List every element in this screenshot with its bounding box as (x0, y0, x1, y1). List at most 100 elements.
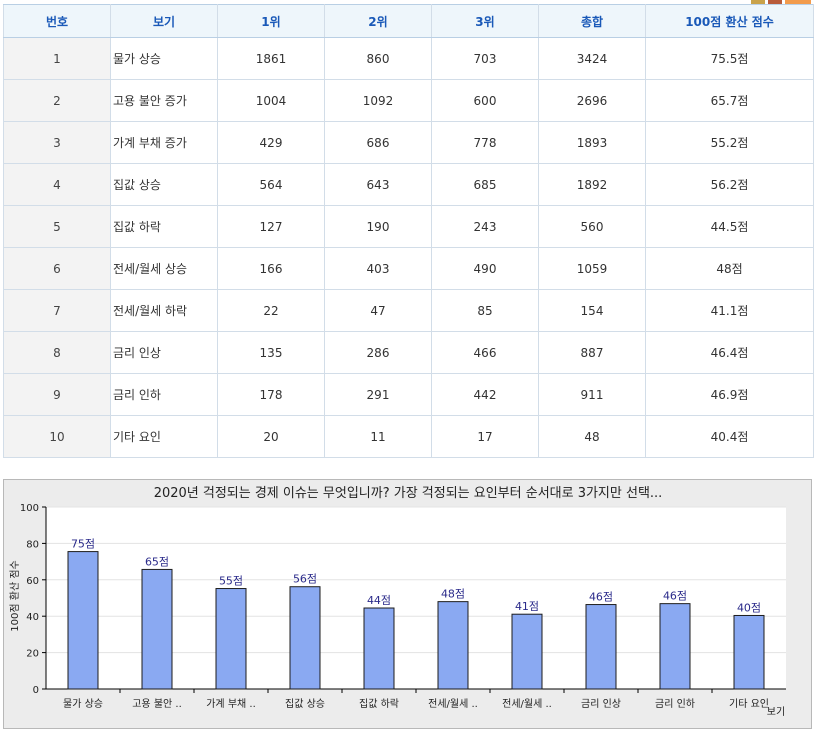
header-total: 총합 (538, 4, 646, 38)
cell-rank1: 564 (217, 163, 325, 206)
bar (511, 613, 543, 690)
cell-rank2: 190 (324, 205, 432, 248)
y-tick-label: 0 (33, 685, 39, 696)
cell-rank1: 429 (217, 121, 325, 164)
cell-rank2: 11 (324, 415, 432, 458)
table-row: 3 가계 부채 증가 429 686 778 1893 55.2점 (3, 121, 814, 164)
y-tick-label: 80 (26, 539, 39, 550)
export-icon[interactable] (785, 0, 811, 5)
bar (437, 601, 469, 690)
cell-option: 기타 요인 (110, 415, 218, 458)
header-option: 보기 (110, 4, 218, 38)
cell-total: 2696 (538, 79, 646, 122)
cell-option: 전세/월세 상승 (110, 247, 218, 290)
header-number: 번호 (3, 4, 111, 38)
cell-rank2: 286 (324, 331, 432, 374)
x-tick-label: 고용 불안 .. (132, 698, 182, 710)
y-tick-label: 20 (26, 649, 39, 660)
x-axis-title: 보기 (767, 706, 785, 718)
cell-option: 집값 하락 (110, 205, 218, 248)
cell-option: 금리 인하 (110, 373, 218, 416)
cell-rank1: 127 (217, 205, 325, 248)
x-tick-label: 금리 인상 (581, 698, 621, 710)
table-row: 5 집값 하락 127 190 243 560 44.5점 (3, 205, 814, 248)
cell-rank3: 685 (431, 163, 539, 206)
x-tick-label: 전세/월세 .. (502, 698, 552, 710)
cell-rank1: 22 (217, 289, 325, 332)
bar (363, 607, 395, 690)
data-label: 56점 (293, 573, 317, 586)
cell-rank2: 291 (324, 373, 432, 416)
cell-rank1: 178 (217, 373, 325, 416)
cell-score: 46.9점 (645, 373, 814, 416)
header-score: 100점 환산 점수 (645, 4, 814, 38)
cell-option: 집값 상승 (110, 163, 218, 206)
cell-option: 가계 부채 증가 (110, 121, 218, 164)
cell-total: 1059 (538, 247, 646, 290)
cell-rank3: 85 (431, 289, 539, 332)
cell-total: 3424 (538, 37, 646, 80)
table-row: 7 전세/월세 하락 22 47 85 154 41.1점 (3, 289, 814, 332)
bar (733, 614, 765, 690)
cell-score: 40.4점 (645, 415, 814, 458)
cell-score: 46.4점 (645, 331, 814, 374)
y-tick-label: 60 (26, 576, 39, 587)
data-label: 65점 (145, 555, 169, 568)
table-row: 2 고용 불안 증가 1004 1092 600 2696 65.7점 (3, 79, 814, 122)
bar (141, 568, 173, 690)
cell-total: 154 (538, 289, 646, 332)
cell-number: 6 (3, 247, 111, 290)
cell-total: 1892 (538, 163, 646, 206)
x-tick-label: 기타 요인 (729, 698, 769, 710)
cell-rank2: 403 (324, 247, 432, 290)
x-tick-label: 금리 인하 (655, 697, 695, 710)
header-rank1: 1위 (217, 4, 325, 38)
chart-svg: 2020년 걱정되는 경제 이슈는 무엇입니까? 가장 걱정되는 요인부터 순서… (9, 486, 786, 718)
cell-rank1: 166 (217, 247, 325, 290)
cell-rank3: 600 (431, 79, 539, 122)
cell-number: 10 (3, 415, 111, 458)
table-row: 1 물가 상승 1861 860 703 3424 75.5점 (3, 37, 814, 80)
cell-rank3: 243 (431, 205, 539, 248)
data-label: 75점 (71, 538, 95, 551)
cell-option: 고용 불안 증가 (110, 79, 218, 122)
x-tick-label: 집값 하락 (359, 697, 399, 710)
cell-rank2: 47 (324, 289, 432, 332)
cell-rank3: 703 (431, 37, 539, 80)
cell-total: 1893 (538, 121, 646, 164)
cell-rank1: 20 (217, 415, 325, 458)
x-tick-label: 집값 상승 (285, 698, 325, 710)
print-icon[interactable] (751, 0, 765, 5)
bar (585, 604, 617, 690)
y-axis-title: 100점 환산 점수 (9, 560, 21, 631)
cell-rank2: 643 (324, 163, 432, 206)
cell-total: 560 (538, 205, 646, 248)
data-label: 46점 (589, 591, 613, 604)
cell-rank2: 686 (324, 121, 432, 164)
cell-rank1: 1004 (217, 79, 325, 122)
data-label: 55점 (219, 575, 243, 588)
cell-score: 56.2점 (645, 163, 814, 206)
bar (289, 586, 321, 690)
table-row: 6 전세/월세 상승 166 403 490 1059 48점 (3, 247, 814, 290)
cell-option: 금리 인상 (110, 331, 218, 374)
table-row: 8 금리 인상 135 286 466 887 46.4점 (3, 331, 814, 374)
results-table: 번호 보기 1위 2위 3위 총합 100점 환산 점수 1 물가 상승 186… (3, 4, 814, 458)
cell-rank3: 490 (431, 247, 539, 290)
cell-score: 44.5점 (645, 205, 814, 248)
table-header-row: 번호 보기 1위 2위 3위 총합 100점 환산 점수 (3, 4, 814, 38)
data-label: 44점 (367, 594, 391, 607)
cell-number: 4 (3, 163, 111, 206)
y-tick-label: 100 (20, 503, 39, 514)
cell-rank2: 1092 (324, 79, 432, 122)
cell-number: 9 (3, 373, 111, 416)
cell-rank3: 466 (431, 331, 539, 374)
cell-number: 2 (3, 79, 111, 122)
cell-number: 3 (3, 121, 111, 164)
chart-title: 2020년 걱정되는 경제 이슈는 무엇입니까? 가장 걱정되는 요인부터 순서… (154, 486, 663, 501)
cell-rank3: 778 (431, 121, 539, 164)
cell-total: 48 (538, 415, 646, 458)
cell-total: 911 (538, 373, 646, 416)
cell-option: 물가 상승 (110, 37, 218, 80)
save-icon[interactable] (768, 0, 782, 5)
